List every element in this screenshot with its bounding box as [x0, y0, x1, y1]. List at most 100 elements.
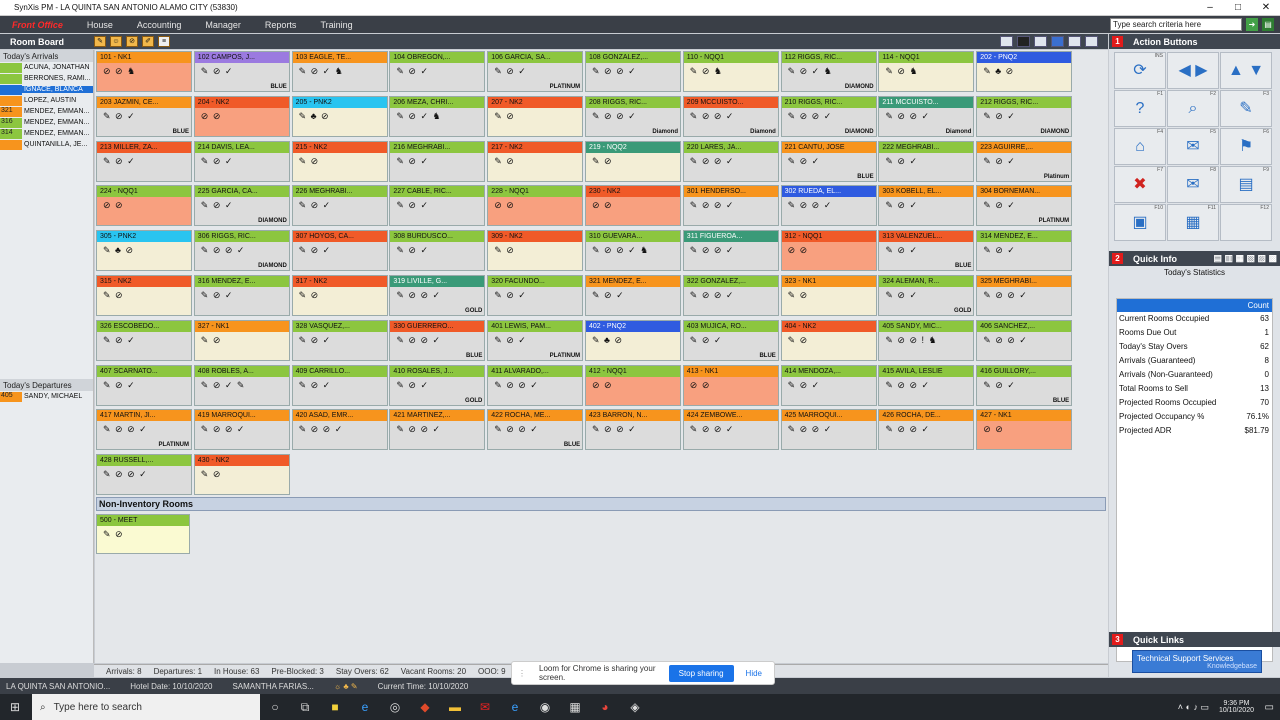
calculator-icon[interactable]: ▦ — [569, 700, 581, 714]
room-tile-500[interactable]: 500 - MEET ✎ ⊘ — [96, 514, 190, 554]
arrival-item[interactable]: QUINTANILLA, JE... — [0, 139, 93, 150]
room-tile[interactable]: 310 GUEVARA... ✎ ⊘ ⊘ ✓ ♞ — [585, 230, 681, 272]
do-not-disturb-icon[interactable]: ⊘ — [126, 36, 138, 47]
room-tile[interactable]: 314 MENDEZ, E... ✎ ⊘ ✓ — [976, 230, 1073, 272]
arrival-item[interactable]: 314 MENDEZ, EMMAN... — [0, 128, 93, 139]
arrival-item[interactable]: 316 MENDEZ, EMMAN... — [0, 117, 93, 128]
room-tile[interactable]: 405 SANDY, MIC... ✎ ⊘ ⊘ ! ♞ — [878, 319, 975, 361]
room-tile[interactable]: 210 RIGGS, RIC... ✎ ⊘ ⊘ ✓ DIAMOND — [780, 95, 877, 137]
cortana-icon[interactable]: ○ — [271, 700, 279, 714]
action-button[interactable]: ▣ F10 — [1114, 204, 1166, 241]
room-tile[interactable]: 216 MEGHRABI... ✎ ⊘ ✓ — [389, 140, 486, 182]
tray-icons[interactable]: ˄ ◐ ♪ ▭ — [1177, 701, 1209, 712]
arrival-item[interactable]: ACUÑA, JONATHAN — [0, 62, 93, 73]
minimize-button[interactable]: – — [1207, 2, 1213, 13]
room-tile[interactable]: 214 DAVIS, LEA... ✎ ⊘ ✓ — [193, 140, 290, 182]
menu-reports[interactable]: Reports — [264, 19, 297, 30]
guests-icon[interactable]: ☺ — [110, 36, 122, 47]
room-tile[interactable]: 228 - NQQ1 ⊘ ⊘ — [487, 185, 584, 227]
room-tile[interactable]: 420 ASAD, EMR... ✎ ⊘ ⊘ ✓ — [291, 409, 388, 451]
room-tile[interactable]: 320 FACUNDO... ✎ ⊘ ✓ — [487, 275, 584, 316]
room-tile[interactable]: 204 - NK2 ⊘ ⊘ — [193, 95, 290, 137]
room-tile[interactable]: 410 ROSALES, J... ✎ ⊘ ✓ GOLD — [389, 364, 486, 406]
room-tile[interactable]: 425 MARROQUI... ✎ ⊘ ⊘ ✓ — [780, 409, 877, 451]
room-tile[interactable]: 403 MUJICA, RO... ✎ ⊘ ✓ BLUE — [682, 319, 779, 361]
room-tile[interactable]: 230 - NK2 ⊘ ⊘ — [585, 185, 681, 227]
search-advanced-icon[interactable]: ▤ — [1262, 18, 1274, 31]
room-tile[interactable]: 417 MARTIN, JI... ✎ ⊘ ⊘ ✓ PLATINUM — [96, 409, 192, 451]
windows-start-icon[interactable]: ⊞ — [9, 700, 21, 714]
action-button[interactable]: ⟳ INS — [1114, 52, 1166, 89]
arrival-item[interactable]: 321 MENDEZ, EMMAN... — [0, 106, 93, 117]
room-tile[interactable]: 220 LARES, JA... ✎ ⊘ ⊘ ✓ — [682, 140, 779, 182]
action-button[interactable]: ✖ F7 — [1114, 166, 1166, 203]
chrome-icon[interactable]: ◕ — [601, 700, 609, 714]
room-tile[interactable]: 225 GARCIA, CA... ✎ ⊘ ✓ DIAMOND — [193, 185, 290, 227]
room-tile[interactable]: 422 ROCHA, ME... ✎ ⊘ ⊘ ✓ BLUE — [487, 409, 584, 451]
room-tile[interactable]: 222 MEGHRABI... ✎ ⊘ ✓ — [878, 140, 975, 182]
view-dot-icon[interactable] — [1017, 36, 1030, 47]
room-tile[interactable]: 325 MEGHRABI... ✎ ⊘ ⊘ ✓ — [976, 275, 1073, 316]
room-tile[interactable]: 108 GONZALEZ,... ✎ ⊘ ⊘ ✓ — [585, 51, 681, 92]
arrival-item[interactable]: IGNACE, BLANCA — [0, 84, 93, 95]
room-tile[interactable]: 206 MEZA, CHRI... ✎ ⊘ ✓ ♞ — [389, 95, 486, 137]
room-tile[interactable]: 406 SANCHEZ,... ✎ ⊘ ⊘ ✓ — [976, 319, 1073, 361]
mail-icon[interactable]: ✉ — [479, 700, 491, 714]
room-tile[interactable]: 407 SCARNATO... ✎ ⊘ ✓ — [96, 364, 192, 406]
room-tile[interactable]: 402 - PNQ2 ✎ ♣ ⊘ — [585, 319, 681, 361]
app-icon[interactable]: ◉ — [539, 700, 551, 714]
view-grid-icon[interactable] — [1051, 36, 1064, 47]
room-tile[interactable]: 205 - PNK2 ✎ ♣ ⊘ — [291, 95, 388, 137]
close-window-button[interactable]: ✕ — [1261, 2, 1271, 13]
action-button[interactable]: ▲ ▼ — [1220, 52, 1272, 89]
room-tile[interactable]: 408 ROBLES, A... ✎ ⊘ ✓ ✎ — [193, 364, 290, 406]
room-tile[interactable]: 409 CARRILLO... ✎ ⊘ ✓ — [291, 364, 388, 406]
menu-front-office[interactable]: Front Office — [12, 19, 63, 30]
room-tile[interactable]: 303 KOBELL, EL... ✎ ⊘ ✓ — [878, 185, 975, 227]
view-list-icon[interactable] — [1085, 36, 1098, 47]
room-tile[interactable]: 308 BURDUSCO... ✎ ⊘ ✓ — [389, 230, 486, 272]
list-icon[interactable]: ≡ — [158, 36, 170, 47]
room-tile[interactable]: 419 MARROQUI... ✎ ⊘ ⊘ ✓ — [193, 409, 290, 451]
technical-support-link[interactable]: Technical Support Services Knowledgebase — [1132, 650, 1262, 673]
room-tile[interactable]: 421 MARTINEZ,... ✎ ⊘ ⊘ ✓ — [389, 409, 486, 451]
room-tile[interactable]: 215 - NK2 ✎ ⊘ — [291, 140, 388, 182]
room-tile[interactable]: 304 BORNEMAN... ✎ ⊘ ✓ PLATINUM — [976, 185, 1073, 227]
departure-item[interactable]: 405 SANDY, MICHAEL — [0, 391, 93, 402]
room-tile[interactable]: 114 - NQQ1 ✎ ⊘ ♞ — [878, 51, 975, 92]
room-tile[interactable]: 313 VALENZUEL... ✎ ⊘ ✓ BLUE — [878, 230, 975, 272]
housekeeping-icon[interactable]: ✎ — [94, 36, 106, 47]
arrival-item[interactable]: LOPEZ, AUSTIN — [0, 95, 93, 106]
room-tile[interactable]: 323 - NK1 ✎ ⊘ — [780, 275, 877, 316]
loom-drag-icon[interactable]: ⋮ — [518, 668, 526, 678]
room-tile[interactable]: 207 - NK2 ✎ ⊘ — [487, 95, 584, 137]
room-tile[interactable]: 306 RIGGS, RIC... ✎ ⊘ ⊘ ✓ DIAMOND — [193, 230, 290, 272]
room-tile[interactable]: 428 RUSSELL,... ✎ ⊘ ⊘ ✓ — [96, 454, 192, 496]
room-tile[interactable]: 212 RIGGS, RIC... ✎ ⊘ ✓ DIAMOND — [976, 95, 1073, 137]
synxis-icon[interactable]: ◈ — [630, 700, 640, 714]
hide-button[interactable]: Hide — [745, 668, 762, 678]
room-tile[interactable]: 404 - NK2 ✎ ⊘ — [780, 319, 877, 361]
room-tile[interactable]: 301 HENDERSO... ✎ ⊘ ⊘ ✓ — [682, 185, 779, 227]
room-tile[interactable]: 330 GUERRERO... ✎ ⊘ ⊘ ✓ BLUE — [389, 319, 486, 361]
menu-training[interactable]: Training — [320, 19, 353, 30]
room-tile[interactable]: 202 - PNQ2 ✎ ♣ ⊘ — [976, 51, 1073, 92]
menu-accounting[interactable]: Accounting — [136, 19, 182, 30]
room-tile[interactable]: 315 - NK2 ✎ ⊘ — [96, 275, 192, 316]
room-tile[interactable]: 427 - NK1 ⊘ ⊘ — [976, 409, 1073, 451]
action-button[interactable]: ⌕ F2 — [1167, 90, 1219, 127]
room-tile[interactable]: 110 - NQQ1 ✎ ⊘ ♞ — [682, 51, 779, 92]
room-tile[interactable]: 415 AVILA, LESLIE ✎ ⊘ ⊘ ✓ — [878, 364, 975, 406]
room-tile[interactable]: 104 OBREGON,... ✎ ⊘ ✓ — [389, 51, 486, 92]
action-button[interactable]: ✉ F8 — [1167, 166, 1219, 203]
edge-icon[interactable]: e — [361, 700, 369, 714]
room-tile[interactable]: 223 AGUIRRE,... ✎ ⊘ ✓ Platinum — [976, 140, 1073, 182]
room-tile[interactable]: 414 MENDOZA,... ✎ ⊘ ✓ — [780, 364, 877, 406]
action-button[interactable]: ⚑ F6 — [1220, 128, 1272, 165]
taskbar-search-input[interactable]: ⌕ Type here to search — [32, 694, 260, 720]
room-tile[interactable]: 203 JAZMIN, CE... ✎ ⊘ ✓ BLUE — [96, 95, 192, 137]
room-tile[interactable]: 102 CAMPOS, J... ✎ ⊘ ✓ BLUE — [193, 51, 290, 92]
room-tile[interactable]: 319 LIVILLE, G... ✎ ⊘ ⊘ ✓ GOLD — [389, 275, 486, 316]
app-icon[interactable]: ◆ — [420, 700, 430, 714]
room-tile[interactable]: 411 ALVARADO,... ✎ ⊘ ⊘ ✓ — [487, 364, 584, 406]
